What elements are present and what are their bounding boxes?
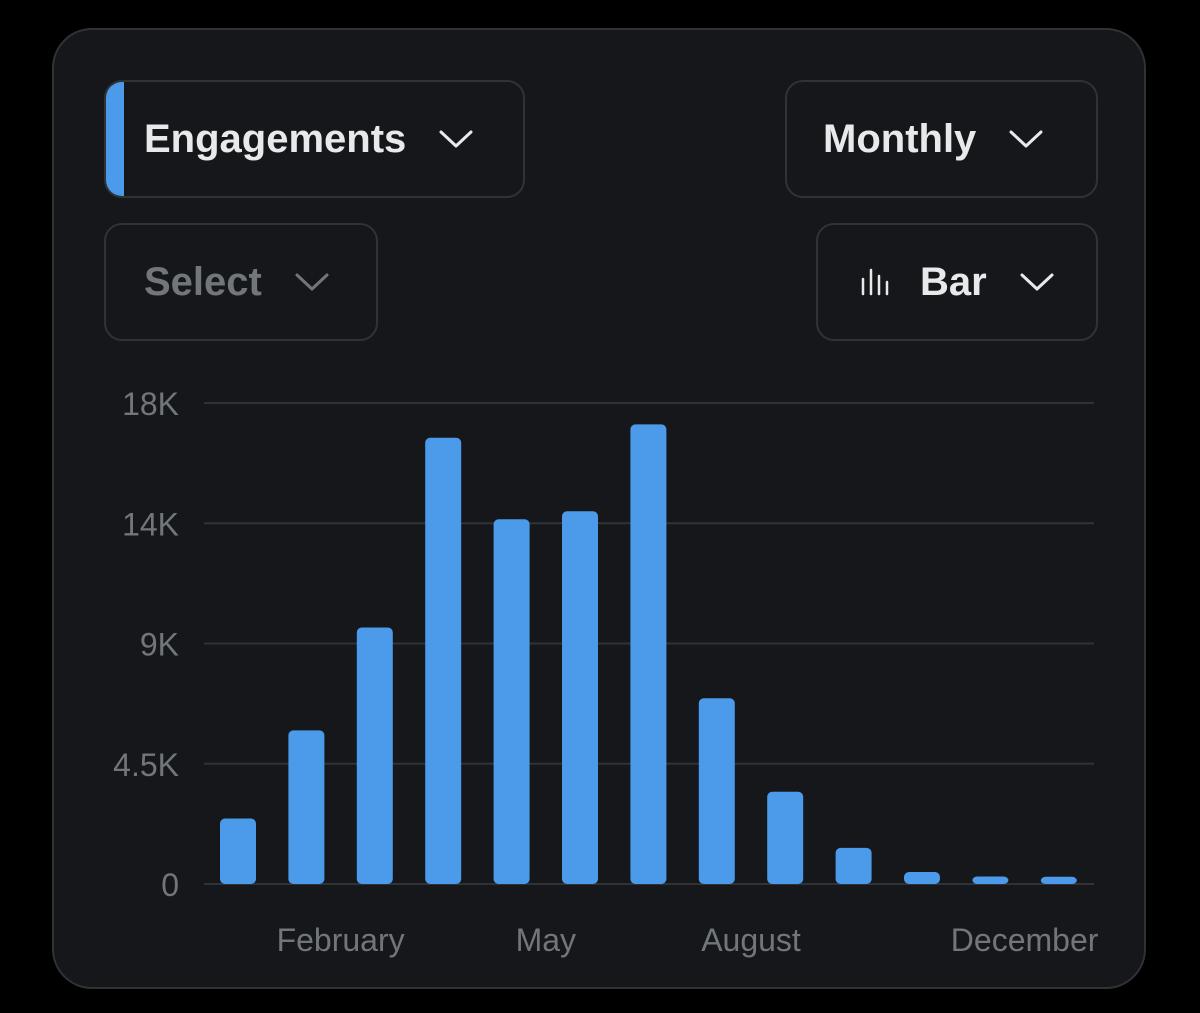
bar-april[interactable]: [425, 437, 462, 884]
y-tick-label: 4.5K: [113, 747, 179, 783]
bar-may[interactable]: [493, 519, 530, 884]
analytics-card: Engagements Monthly Select Bar 0 4.5K 9K 14…: [52, 28, 1146, 989]
chevron-down-icon: [1020, 273, 1054, 291]
compare-select-label: Select: [144, 259, 262, 304]
x-tick-label: December: [951, 922, 1099, 958]
engagements-bar-chart: 0 4.5K 9K 14K 18K February May August December: [113, 386, 1099, 958]
bar-february[interactable]: [288, 730, 325, 884]
bar-december[interactable]: [972, 876, 1009, 884]
bar-november[interactable]: [904, 871, 940, 884]
chevron-down-icon: [1009, 130, 1043, 148]
metric-dropdown-label: Engagements: [144, 116, 407, 161]
x-tick-label: May: [516, 922, 576, 958]
chart-type-dropdown[interactable]: Bar: [816, 223, 1098, 341]
bar-october[interactable]: [835, 847, 872, 884]
chart-type-label: Bar: [920, 259, 987, 304]
y-tick-label: 0: [161, 867, 179, 903]
y-tick-label: 14K: [122, 506, 179, 542]
y-tick-label: 9K: [140, 627, 179, 663]
bar-january[interactable]: [1040, 876, 1077, 884]
bar-june[interactable]: [562, 511, 598, 884]
compare-select-dropdown[interactable]: Select: [104, 223, 378, 341]
x-tick-label: August: [701, 922, 801, 958]
period-dropdown-label: Monthly: [823, 116, 977, 161]
bar-july[interactable]: [630, 424, 667, 884]
bar-march[interactable]: [356, 627, 393, 884]
period-dropdown[interactable]: Monthly: [785, 80, 1098, 198]
chevron-down-icon: [295, 273, 329, 291]
metric-accent-bar: [106, 82, 124, 196]
chevron-down-icon: [439, 130, 473, 148]
metric-dropdown[interactable]: Engagements: [104, 80, 525, 198]
bar-september[interactable]: [767, 791, 804, 884]
y-tick-label: 18K: [122, 386, 179, 422]
bar-chart-icon: [861, 268, 889, 296]
x-tick-label: February: [277, 922, 405, 958]
bar-august[interactable]: [698, 698, 735, 884]
bar-january[interactable]: [220, 818, 256, 884]
